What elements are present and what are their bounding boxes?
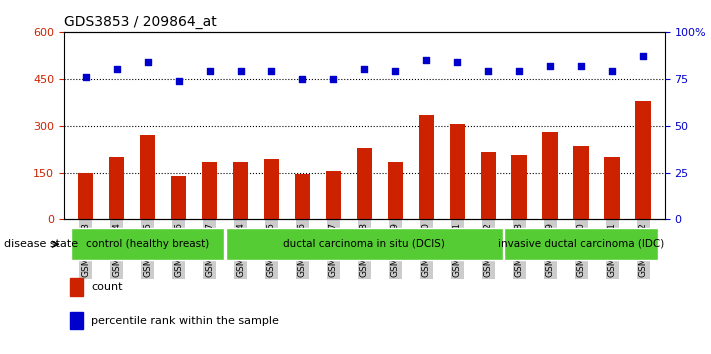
Bar xyxy=(78,172,93,219)
Bar xyxy=(140,135,155,219)
Point xyxy=(451,59,463,65)
Point xyxy=(513,68,525,74)
Text: GDS3853 / 209864_at: GDS3853 / 209864_at xyxy=(64,16,217,29)
Bar xyxy=(511,155,527,219)
Point xyxy=(638,53,649,59)
Bar xyxy=(109,157,124,219)
Bar xyxy=(357,148,372,219)
Point xyxy=(483,68,494,74)
Text: ductal carcinoma in situ (DCIS): ductal carcinoma in situ (DCIS) xyxy=(284,239,445,249)
Point xyxy=(204,68,215,74)
Bar xyxy=(171,176,186,219)
Point xyxy=(606,68,618,74)
Bar xyxy=(326,171,341,219)
Point xyxy=(545,63,556,68)
Bar xyxy=(604,157,620,219)
Point xyxy=(80,74,91,80)
FancyBboxPatch shape xyxy=(71,228,225,260)
Text: disease state: disease state xyxy=(4,239,77,249)
Point xyxy=(296,76,308,81)
Bar xyxy=(387,162,403,219)
Bar xyxy=(202,162,218,219)
Bar xyxy=(574,146,589,219)
Bar xyxy=(70,312,83,329)
Bar xyxy=(294,174,310,219)
Text: control (healthy breast): control (healthy breast) xyxy=(86,239,209,249)
Point xyxy=(173,78,184,84)
Bar xyxy=(481,152,496,219)
Point xyxy=(266,68,277,74)
Point xyxy=(390,68,401,74)
Bar xyxy=(636,101,651,219)
Bar xyxy=(419,115,434,219)
Point xyxy=(328,76,339,81)
Text: percentile rank within the sample: percentile rank within the sample xyxy=(91,316,279,326)
FancyBboxPatch shape xyxy=(504,228,658,260)
FancyBboxPatch shape xyxy=(225,228,503,260)
Point xyxy=(111,67,122,72)
Point xyxy=(421,57,432,63)
Point xyxy=(575,63,587,68)
Bar xyxy=(232,162,248,219)
Bar xyxy=(449,124,465,219)
Bar xyxy=(542,132,558,219)
Text: count: count xyxy=(91,282,122,292)
Point xyxy=(359,67,370,72)
Bar xyxy=(70,278,83,296)
Point xyxy=(142,59,154,65)
Point xyxy=(235,68,246,74)
Bar xyxy=(264,159,279,219)
Text: invasive ductal carcinoma (IDC): invasive ductal carcinoma (IDC) xyxy=(498,239,664,249)
